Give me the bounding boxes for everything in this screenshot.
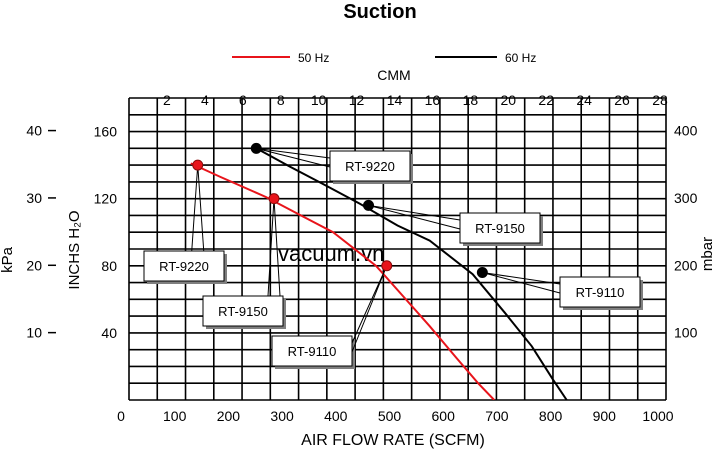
x-tick-label: 400 <box>324 408 348 424</box>
x2-tick-label: 14 <box>387 92 403 108</box>
x2-tick-labels: 246810121416182022242628 <box>163 92 668 108</box>
y-tick-label: 120 <box>94 191 118 207</box>
data-point-marker <box>192 159 204 171</box>
watermark-text: vacuum.vn <box>278 241 384 266</box>
kpa-tick-label: 10 <box>26 325 42 341</box>
data-point-marker <box>250 142 262 154</box>
callout-label: RT-9150 <box>475 221 525 236</box>
x-tick-label: 0 <box>117 408 125 424</box>
y-tick-label: 160 <box>94 124 118 140</box>
legend-label-60hz: 60 Hz <box>505 51 536 65</box>
callout-rt-9220-50hz: RT-9220 <box>143 159 227 284</box>
callout-leader <box>256 147 331 168</box>
kpa-tick-label: 20 <box>26 257 42 273</box>
callout-layer: RT-9220 RT-9150 RT-9110 RT-9220 RT-9150 RT-91… <box>143 142 643 369</box>
x2-tick-label: 4 <box>201 92 209 108</box>
data-point-marker <box>268 193 280 205</box>
callout-box <box>143 250 225 282</box>
x2-tick-label: 12 <box>349 92 365 108</box>
kpa-axis-title: kPa <box>0 246 16 273</box>
x2-tick-label: 2 <box>163 92 171 108</box>
x-tick-label: 500 <box>378 408 402 424</box>
x2-tick-label: 16 <box>425 92 441 108</box>
callout-label: RT-9220 <box>159 259 209 274</box>
mbar-tick-label: 200 <box>674 257 698 273</box>
callout-rt-9150-50hz: RT-9150 <box>202 193 286 329</box>
mbar-tick-label: 300 <box>674 190 698 206</box>
x-tick-label: 200 <box>217 408 241 424</box>
series-line-60hz <box>255 147 568 400</box>
callout-box <box>459 212 541 244</box>
series-layer <box>190 147 568 400</box>
x-tick-label: 600 <box>432 408 456 424</box>
kpa-tick-label: 30 <box>26 190 42 206</box>
x2-tick-label: 20 <box>500 92 516 108</box>
x2-tick-label: 28 <box>652 92 668 108</box>
callout-leader <box>191 165 205 252</box>
series-line-50hz <box>190 162 495 400</box>
callout-rt-9110-60hz: RT-9110 <box>476 266 643 310</box>
x-tick-labels: 0 100 200 300 400 500 600 700 800 900 1000 <box>117 408 674 424</box>
callout-box <box>271 335 353 367</box>
x2-tick-label: 24 <box>576 92 592 108</box>
x-tick-label: 800 <box>539 408 563 424</box>
x2-tick-label: 18 <box>463 92 479 108</box>
x2-tick-label: 10 <box>311 92 327 108</box>
callout-box <box>559 276 641 308</box>
callout-leader <box>351 265 388 353</box>
callout-label: RT-9110 <box>576 285 625 300</box>
callout-label: RT-9220 <box>345 159 395 174</box>
callout-box <box>202 295 284 327</box>
kpa-tick-label: 40 <box>26 123 42 139</box>
callout-box <box>329 150 411 182</box>
kpa-tick-labels: 10 20 30 40 <box>26 123 56 341</box>
chart-title: Suction <box>343 1 416 23</box>
x2-tick-label: 26 <box>614 92 630 108</box>
callout-rt-9220-60hz: RT-9220 <box>250 142 413 184</box>
mbar-axis-title: mbar <box>699 237 716 271</box>
x2-tick-label: 6 <box>239 92 247 108</box>
legend: 50 Hz 60 Hz <box>232 51 536 65</box>
callout-label: RT-9150 <box>218 304 268 319</box>
mbar-tick-label: 400 <box>674 123 698 139</box>
x2-tick-label: 8 <box>277 92 285 108</box>
callout-rt-9110-50hz: RT-9110 <box>271 260 393 369</box>
data-point-marker <box>476 266 488 278</box>
x2-axis-title: CMM <box>377 67 410 83</box>
x-tick-label: 1000 <box>642 408 673 424</box>
x-axis-title: AIR FLOW RATE (SCFM) <box>301 432 485 449</box>
legend-label-50hz: 50 Hz <box>298 51 329 65</box>
y-tick-label: 80 <box>101 258 117 274</box>
x2-tick-label: 22 <box>538 92 554 108</box>
x-tick-label: 700 <box>485 408 509 424</box>
x-tick-label: 900 <box>593 408 617 424</box>
x-tick-label: 100 <box>163 408 187 424</box>
plot-grid <box>128 97 667 401</box>
y-tick-label: 40 <box>101 325 117 341</box>
mbar-tick-labels: 100 200 300 400 <box>674 123 698 341</box>
data-point-marker <box>363 199 375 211</box>
y-tick-labels: 40 80 120 160 <box>94 124 118 341</box>
callout-label: RT-9110 <box>288 344 337 359</box>
mbar-tick-label: 100 <box>674 325 698 341</box>
x-tick-label: 300 <box>270 408 294 424</box>
callout-rt-9150-60hz: RT-9150 <box>363 199 543 246</box>
y-axis-title: INCHS H₂O <box>66 210 83 289</box>
data-point-marker <box>381 260 393 272</box>
